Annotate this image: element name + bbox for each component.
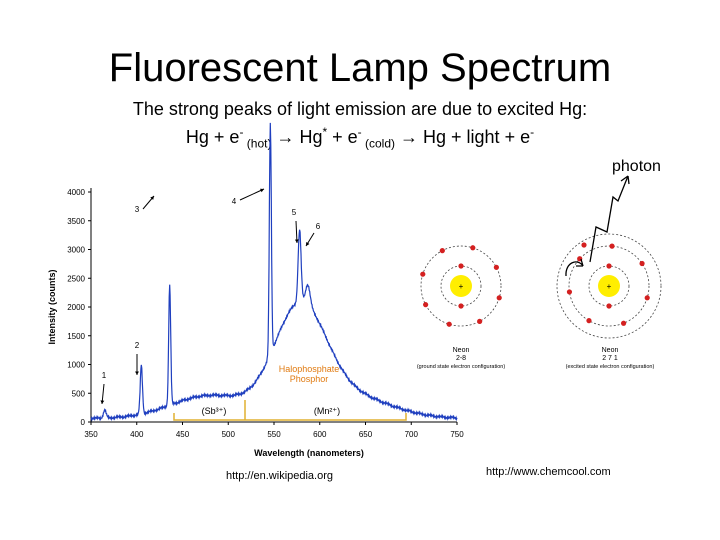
phosphor-bracket — [173, 413, 407, 421]
electron — [458, 263, 464, 269]
eq-subscript: (hot) — [243, 136, 272, 151]
x-tick-label: 350 — [84, 430, 98, 439]
mn-label: (Mn²⁺) — [314, 406, 340, 416]
x-tick-label: 600 — [313, 430, 327, 439]
peak-arrowhead — [306, 242, 310, 246]
nucleus — [598, 275, 620, 297]
nucleus — [450, 275, 472, 297]
electron-jump-arrowhead — [576, 258, 584, 267]
atom-caption-right: (excited state electron configuration) — [566, 364, 655, 370]
x-tick-label: 750 — [450, 430, 464, 439]
eq-superscript: * — [322, 125, 328, 139]
y-tick-label: 0 — [81, 418, 86, 427]
peak-label: 5 — [292, 208, 297, 217]
credit-chemcool: http://www.chemcool.com — [486, 466, 611, 478]
electron — [477, 318, 483, 324]
peak-label: 2 — [135, 341, 140, 350]
y-axis-label: Intensity (counts) — [47, 269, 57, 344]
x-tick-label: 550 — [267, 430, 281, 439]
electron — [586, 318, 592, 324]
electron — [458, 303, 464, 309]
x-tick-label: 650 — [359, 430, 373, 439]
atom-name-left: Neon — [453, 347, 470, 354]
x-axis-label: Wavelength (nanometers) — [254, 448, 364, 458]
electron — [639, 260, 645, 267]
peak-label: 6 — [316, 222, 321, 231]
eq-part: Hg + e — [185, 127, 240, 147]
subtitle: The strong peaks of light emission are d… — [132, 99, 588, 119]
electron — [423, 302, 429, 308]
atom-caption-left: (ground state electron configuration) — [417, 364, 506, 370]
electron — [439, 248, 445, 254]
eq-part: → Hg + light + e — [395, 127, 531, 147]
x-tick-label: 500 — [222, 430, 236, 439]
y-tick-label: 3500 — [67, 217, 85, 226]
electron — [493, 264, 499, 270]
eq-part: → Hg — [271, 127, 323, 147]
atom-config-right: 2 7 1 — [602, 355, 618, 362]
electron — [606, 263, 612, 269]
electron — [606, 303, 612, 309]
y-tick-label: 500 — [72, 389, 86, 398]
sb-label: (Sb³⁺) — [202, 406, 227, 416]
atom-name-right: Neon — [602, 347, 619, 354]
photon-arrowhead — [620, 175, 630, 185]
electron — [446, 321, 452, 327]
electron — [644, 295, 650, 301]
atom-config-left: 2-8 — [456, 355, 466, 362]
peak-label: 4 — [232, 197, 237, 206]
nucleus-symbol: + — [607, 282, 612, 291]
credit-wikipedia: http://en.wikipedia.org — [226, 470, 334, 482]
electron — [420, 271, 426, 277]
eq-superscript: - — [239, 125, 244, 139]
y-tick-label: 3000 — [67, 246, 85, 255]
peak-label: 1 — [102, 371, 107, 380]
y-tick-label: 1500 — [67, 332, 85, 341]
peak-arrowhead — [135, 371, 139, 375]
slide-title: Fluorescent Lamp Spectrum — [108, 46, 612, 90]
electron — [566, 289, 573, 295]
excited-state-atom: + — [556, 233, 662, 339]
electron-jump-arrow — [565, 261, 584, 277]
y-tick-label: 1000 — [67, 361, 85, 370]
orbit-outer — [420, 245, 502, 327]
nucleus-symbol: + — [459, 282, 464, 291]
photon-label: photon — [612, 158, 661, 175]
eq-superscript: - — [357, 125, 362, 139]
y-tick-label: 2000 — [67, 303, 85, 312]
electron — [496, 295, 502, 301]
reaction-equation: Hg + e- (hot) → Hg* + e- (cold) → Hg + l… — [0, 121, 720, 155]
eq-subscript: (cold) — [361, 136, 396, 151]
peak-arrowhead — [260, 188, 264, 193]
x-tick-label: 700 — [405, 430, 419, 439]
photon-squiggle-arrow — [589, 175, 629, 263]
x-tick-label: 450 — [176, 430, 190, 439]
peak-arrowhead — [294, 239, 299, 243]
excited-electron — [581, 242, 587, 248]
electron — [470, 245, 476, 251]
ground-state-atom: + — [420, 245, 502, 327]
y-tick-label: 4000 — [67, 188, 85, 197]
peak-arrowhead — [100, 400, 105, 404]
x-tick-label: 400 — [130, 430, 144, 439]
electron — [620, 320, 627, 326]
y-tick-label: 2500 — [67, 274, 85, 283]
orbit-excited — [556, 233, 662, 339]
electron — [609, 243, 615, 249]
phosphor-label: Halophosphate — [279, 364, 340, 374]
peak-arrowhead — [150, 196, 154, 200]
phosphor-label: Phosphor — [290, 374, 329, 384]
orbit-outer — [568, 245, 650, 327]
spectrum-line — [90, 122, 458, 422]
peak-arrow — [239, 188, 265, 201]
eq-superscript: - — [530, 125, 535, 139]
peak-label: 3 — [135, 205, 140, 214]
peak-arrow — [295, 220, 298, 244]
eq-part: + e — [327, 127, 358, 147]
